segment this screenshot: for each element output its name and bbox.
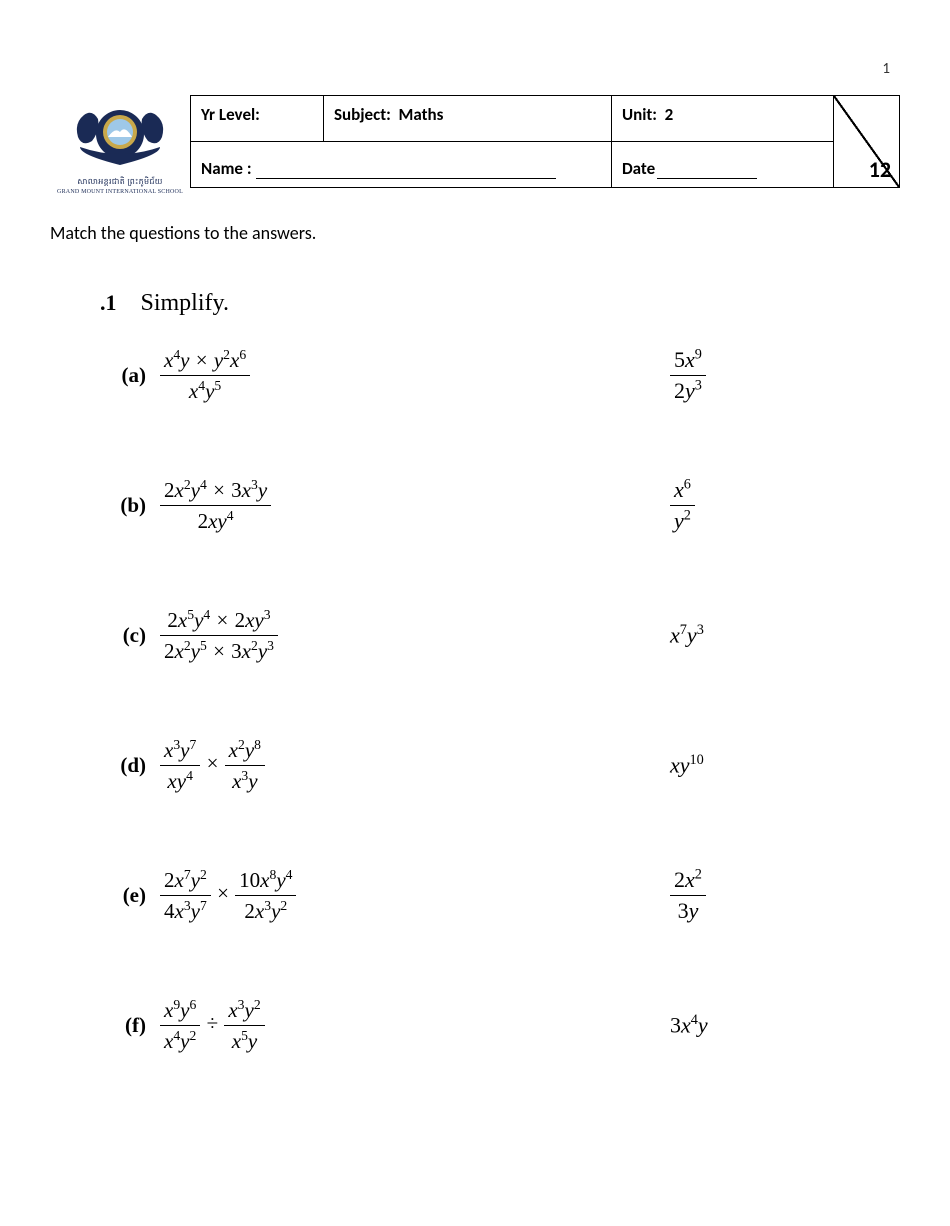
question-header: .1 Simplify. xyxy=(100,290,870,317)
answer-expression: 2x23y xyxy=(480,866,870,924)
logo-khmer-text: សាលាអន្តរជាតិ ព្រះភូមិជ័យ xyxy=(50,176,190,188)
question-row: (a)x4y × y2x6x4y55x92y3 xyxy=(100,345,870,405)
unit-value: 2 xyxy=(665,104,674,125)
answer-expression: x6y2 xyxy=(480,476,870,534)
instruction-text: Match the questions to the answers. xyxy=(50,222,316,244)
question-row: (b)2x2y4 × 3x3y2xy4x6y2 xyxy=(100,475,870,535)
part-letter: (e) xyxy=(100,883,160,908)
question-expression: x3y7xy4 × x2y8x3y xyxy=(160,736,480,794)
question-expression: x4y × y2x6x4y5 xyxy=(160,346,480,404)
logo-english-text: GRAND MOUNT INTERNATIONAL SCHOOL xyxy=(50,189,190,195)
school-logo: សាលាអន្តរជាតិ ព្រះភូមិជ័យ GRAND MOUNT IN… xyxy=(50,95,190,195)
date-field[interactable] xyxy=(657,178,757,179)
subject-value: Maths xyxy=(399,104,444,125)
question-expression: 2x7y24x3y7 × 10x8y42x3y2 xyxy=(160,866,480,924)
answer-expression: xy10 xyxy=(480,752,870,778)
question-expression: x9y6x4y2 ÷ x3y2x5y xyxy=(160,996,480,1054)
date-label: Date xyxy=(622,158,655,179)
question-row: (e)2x7y24x3y7 × 10x8y42x3y22x23y xyxy=(100,865,870,925)
question-row: (d)x3y7xy4 × x2y8x3yxy10 xyxy=(100,735,870,795)
question-expression: 2x5y4 × 2xy32x2y5 × 3x2y3 xyxy=(160,606,480,664)
question-row: (f)x9y6x4y2 ÷ x3y2x5y3x4y xyxy=(100,995,870,1055)
part-letter: (b) xyxy=(100,493,160,518)
yr-level-label: Yr Level: xyxy=(201,104,260,125)
unit-label: Unit: xyxy=(622,104,657,125)
name-label: Name : xyxy=(201,158,252,179)
question-title: Simplify. xyxy=(141,290,229,316)
question-row: (c)2x5y4 × 2xy32x2y5 × 3x2y3x7y3 xyxy=(100,605,870,665)
question-expression: 2x2y4 × 3x3y2xy4 xyxy=(160,476,480,534)
part-letter: (d) xyxy=(100,753,160,778)
part-letter: (f) xyxy=(100,1013,160,1038)
answer-expression: 3x4y xyxy=(480,1012,870,1038)
header-area: សាលាអន្តរជាតិ ព្រះភូមិជ័យ GRAND MOUNT IN… xyxy=(50,95,900,195)
header-table: Yr Level: Subject: Maths Unit: 2 12 Name… xyxy=(190,95,900,188)
answer-expression: x7y3 xyxy=(480,622,870,648)
page-number: 1 xyxy=(882,60,890,78)
name-field[interactable] xyxy=(256,178,556,179)
crest-icon xyxy=(60,99,180,169)
subject-label: Subject: xyxy=(334,104,391,125)
part-letter: (a) xyxy=(100,363,160,388)
answer-expression: 5x92y3 xyxy=(480,346,870,404)
score-value: 12 xyxy=(869,156,891,183)
worksheet-content: .1 Simplify. (a)x4y × y2x6x4y55x92y3(b)2… xyxy=(100,290,870,1125)
question-number: .1 xyxy=(100,290,117,315)
part-letter: (c) xyxy=(100,623,160,648)
